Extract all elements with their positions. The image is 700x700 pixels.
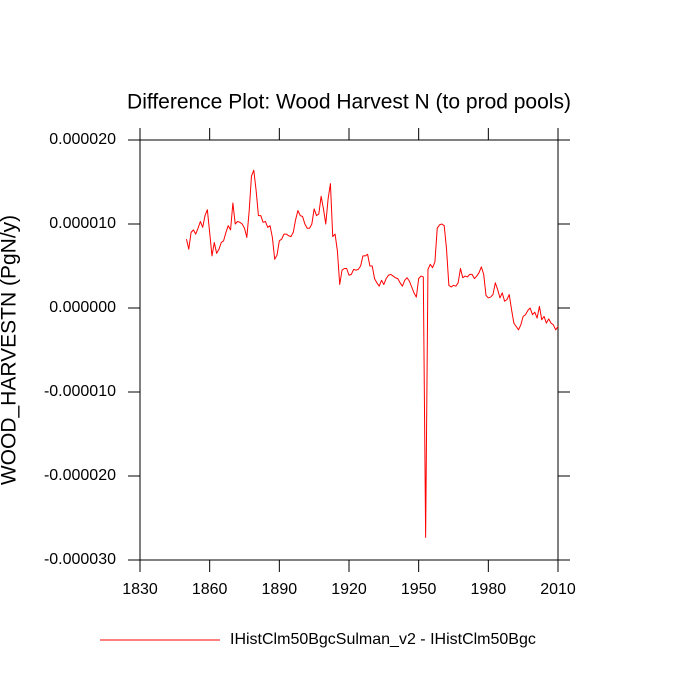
y-tick-label: -0.000020 (44, 467, 116, 484)
x-tick-label: 1950 (401, 581, 437, 598)
y-tick-label: 0.000000 (49, 299, 116, 316)
data-line (185, 169, 559, 538)
chart-title: Difference Plot: Wood Harvest N (to prod… (127, 91, 571, 114)
x-tick-label: 1980 (471, 581, 507, 598)
y-tick-label: 0.000010 (49, 215, 116, 232)
legend-label: IHistClm50BgcSulman_v2 - IHistClm50Bgc (230, 631, 536, 648)
plot-frame (139, 139, 559, 561)
x-tick-label: 1830 (122, 581, 158, 598)
x-tick-label: 2010 (540, 581, 576, 598)
y-axis-label: WOOD_HARVESTN (PgN/y) (0, 215, 21, 485)
y-tick-label: 0.000020 (49, 131, 116, 148)
x-tick-label: 1860 (192, 581, 228, 598)
y-tick-label: -0.000010 (44, 383, 116, 400)
x-tick-label: 1890 (262, 581, 298, 598)
y-tick-label: -0.000030 (44, 551, 116, 568)
x-tick-label: 1920 (331, 581, 367, 598)
